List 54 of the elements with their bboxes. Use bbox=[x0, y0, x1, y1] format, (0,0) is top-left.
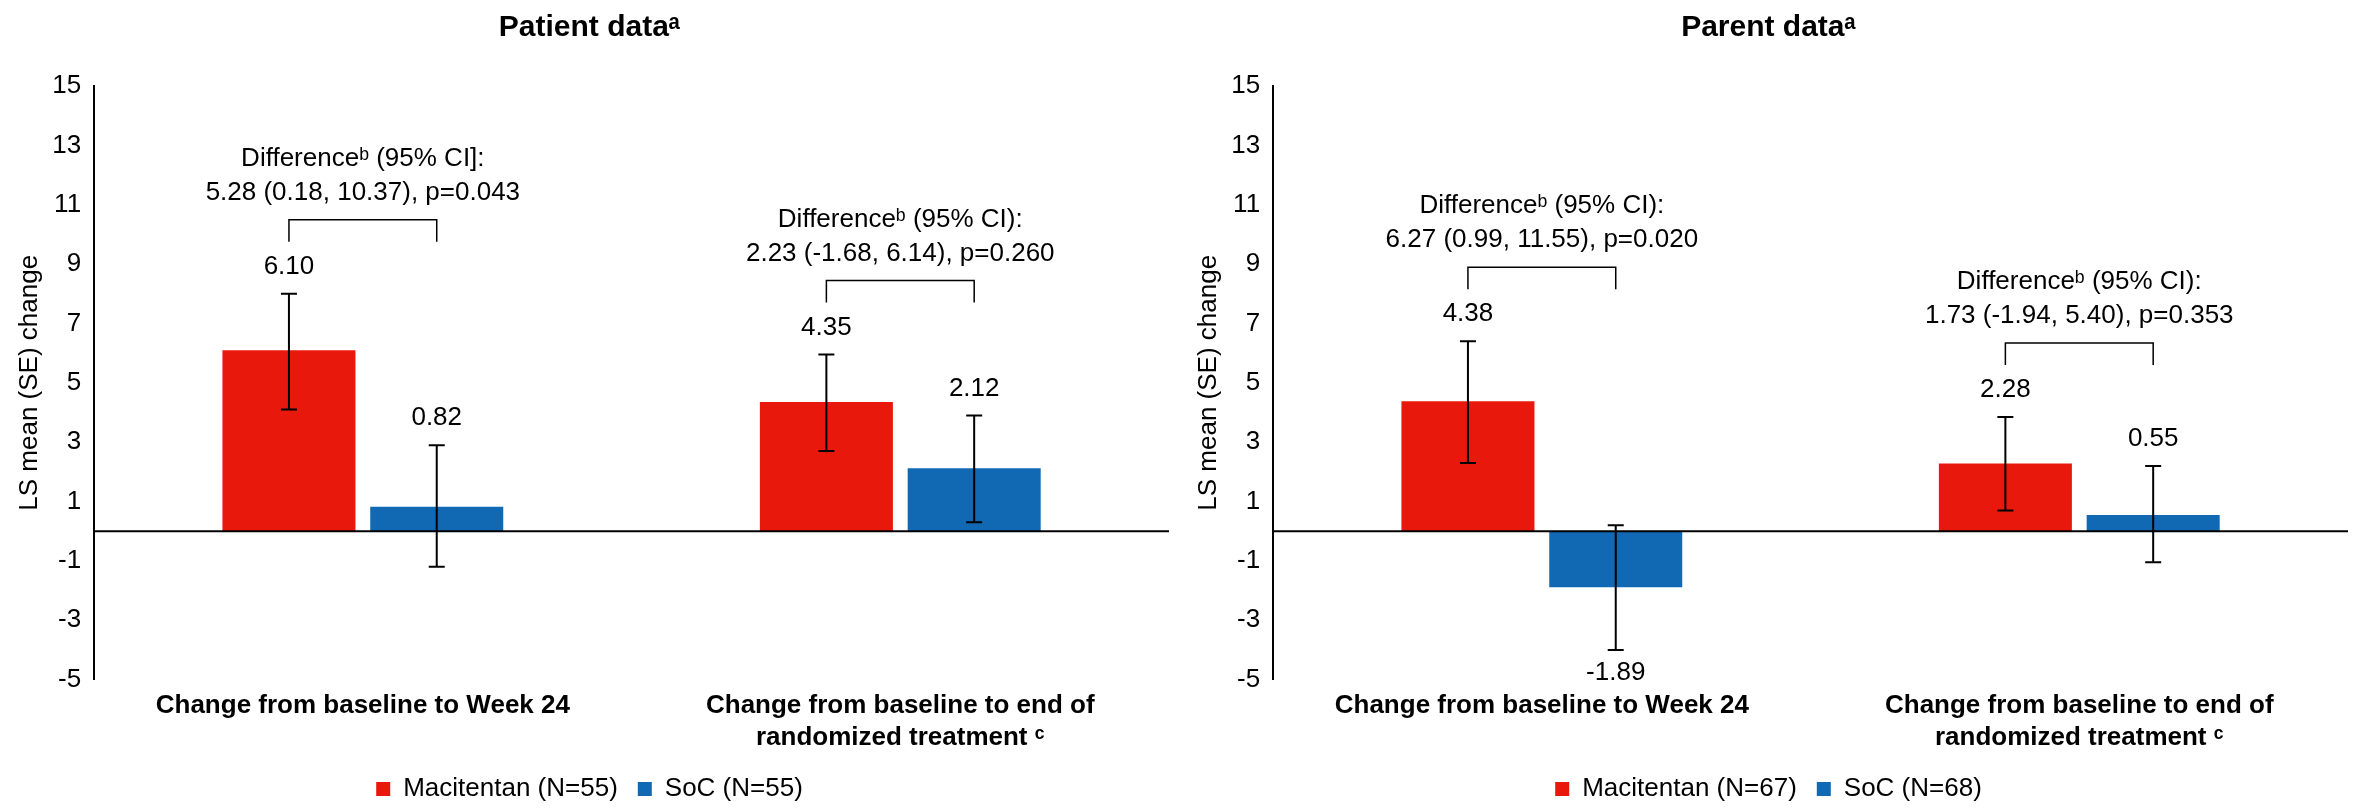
data-label: 0.82 bbox=[411, 401, 463, 432]
data-label: 6.10 bbox=[263, 249, 315, 280]
y-tick-label: 11 bbox=[1233, 187, 1261, 218]
y-tick-label: -3 bbox=[1236, 603, 1261, 634]
legend-label: SoC (N=68) bbox=[1843, 772, 1982, 803]
y-tick-label: 3 bbox=[1245, 425, 1261, 456]
y-tick-label: 11 bbox=[54, 187, 82, 218]
annotation: Differenceᵇ (95% CI): 6.27 (0.99, 11.55), p=0.020 bbox=[1385, 189, 1699, 254]
legend-label: Macitentan (N=55) bbox=[403, 772, 618, 803]
x-tick-label: Change from baseline to Week 24 bbox=[155, 689, 571, 720]
bar bbox=[1938, 463, 2072, 532]
data-label: 4.38 bbox=[1442, 297, 1494, 328]
bar bbox=[1549, 531, 1683, 588]
bar bbox=[222, 350, 356, 532]
annotation: Differenceᵇ (95% CI): 2.23 (-1.68, 6.14), p=0.260 bbox=[745, 202, 1055, 267]
y-tick-label: -1 bbox=[57, 544, 82, 575]
data-label: 2.12 bbox=[948, 371, 1000, 402]
y-tick-label: -1 bbox=[1236, 544, 1261, 575]
data-label: -1.89 bbox=[1586, 656, 1646, 687]
y-tick-label: -5 bbox=[57, 662, 82, 693]
annotation: Differenceᵇ (95% CI): 1.73 (-1.94, 5.40), p=0.353 bbox=[1924, 265, 2234, 330]
y-tick-label: 15 bbox=[52, 69, 82, 100]
y-tick-label: 5 bbox=[66, 365, 82, 396]
y-axis-title: LS mean (SE) change bbox=[12, 254, 43, 511]
bar bbox=[907, 468, 1041, 532]
y-tick-label: 1 bbox=[1245, 484, 1261, 515]
x-tick-label: Change from baseline to end of randomized treatment ᶜ bbox=[1884, 689, 2274, 751]
y-tick-label: 15 bbox=[1231, 69, 1261, 100]
y-tick-label: 13 bbox=[52, 128, 82, 159]
chart-title: Patient dataᵃ bbox=[498, 9, 681, 43]
legend-label: SoC (N=55) bbox=[664, 772, 803, 803]
y-tick-label: 5 bbox=[1245, 365, 1261, 396]
data-label: 4.35 bbox=[801, 310, 852, 341]
y-tick-label: 9 bbox=[1245, 247, 1261, 278]
data-label: 0.55 bbox=[2127, 422, 2179, 453]
y-tick-label: 1 bbox=[66, 484, 82, 515]
y-tick-label: -5 bbox=[1236, 662, 1261, 693]
y-tick-label: 7 bbox=[66, 306, 82, 337]
bar bbox=[1401, 401, 1535, 532]
annotation: Differenceᵇ (95% CI]: 5.28 (0.18, 10.37), p=0.043 bbox=[205, 141, 521, 206]
y-tick-label: 9 bbox=[66, 247, 82, 278]
legend-label: Macitentan (N=67) bbox=[1582, 772, 1797, 803]
bar bbox=[759, 402, 893, 532]
x-tick-label: Change from baseline to end of randomized treatment ᶜ bbox=[705, 689, 1095, 751]
bar bbox=[370, 506, 504, 532]
y-axis-title: LS mean (SE) change bbox=[1191, 254, 1222, 511]
chart-title: Parent dataᵃ bbox=[1681, 9, 1857, 43]
y-tick-label: 3 bbox=[66, 425, 82, 456]
x-tick-label: Change from baseline to Week 24 bbox=[1334, 689, 1750, 720]
bar bbox=[2086, 514, 2220, 532]
y-tick-label: -3 bbox=[57, 603, 82, 634]
y-tick-label: 13 bbox=[1231, 128, 1261, 159]
data-label: 2.28 bbox=[1980, 373, 2031, 404]
y-tick-label: 7 bbox=[1245, 306, 1261, 337]
